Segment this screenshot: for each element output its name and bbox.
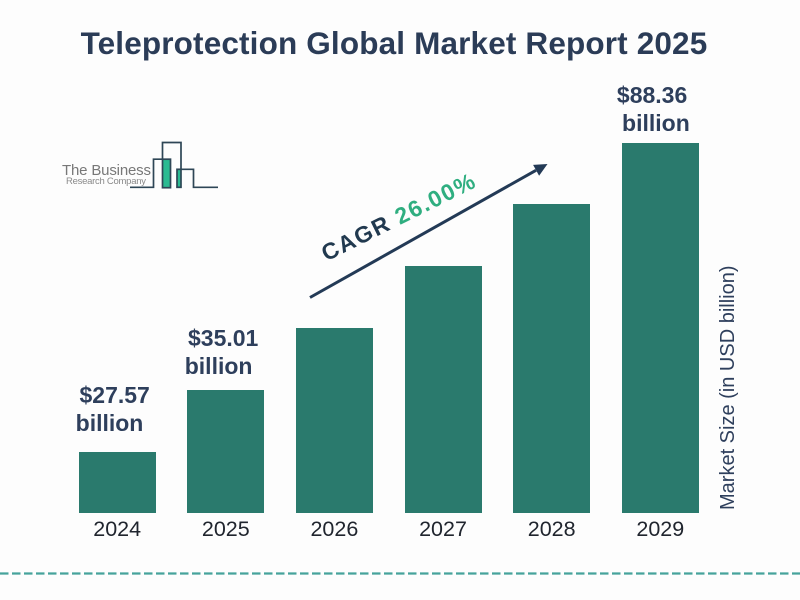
- svg-text:Research Company: Research Company: [66, 176, 146, 187]
- svg-text:The Business: The Business: [62, 162, 151, 179]
